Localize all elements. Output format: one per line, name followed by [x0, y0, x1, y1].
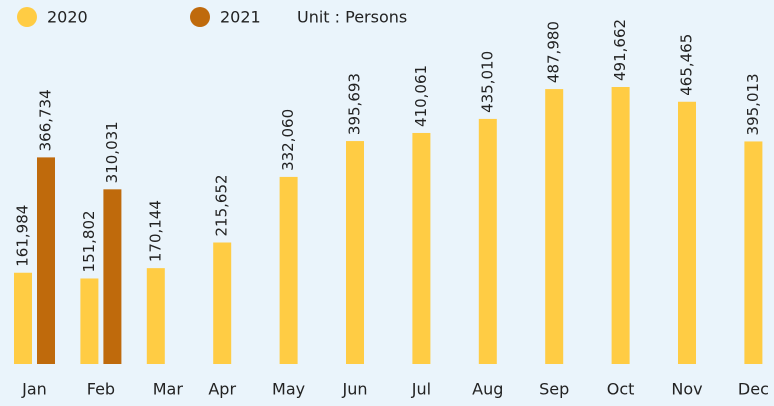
- x-tick-label: Feb: [87, 380, 115, 399]
- bar: [545, 89, 564, 364]
- data-label: 435,010: [478, 51, 496, 113]
- bar: [14, 272, 32, 364]
- x-tick-label: Sep: [539, 380, 569, 399]
- bar: [213, 242, 232, 364]
- legend-swatch: [190, 7, 210, 27]
- bar: [744, 141, 763, 364]
- bar: [611, 87, 630, 364]
- data-label: 395,693: [346, 73, 364, 135]
- x-tick-label: Mar: [153, 380, 184, 399]
- data-label: 332,060: [279, 109, 297, 171]
- data-label: 310,031: [103, 121, 121, 183]
- unit-label: Unit : Persons: [297, 8, 407, 27]
- legend-label: 2020: [47, 8, 88, 27]
- bar: [412, 132, 431, 364]
- bar: [146, 268, 165, 364]
- x-tick-label: Apr: [208, 380, 236, 399]
- data-label: 410,061: [412, 65, 430, 127]
- bar: [478, 118, 497, 364]
- x-tick-label: Aug: [472, 380, 503, 399]
- legend-swatch: [17, 7, 37, 27]
- x-tick-label: Jun: [342, 380, 368, 399]
- x-tick-label: Jul: [411, 380, 431, 399]
- data-label: 215,652: [213, 174, 231, 236]
- bar: [80, 278, 99, 364]
- legend-label: 2021: [220, 8, 261, 27]
- x-tick-label: May: [272, 380, 305, 399]
- bar: [37, 157, 55, 364]
- data-label: 491,662: [611, 19, 629, 81]
- x-tick-label: Oct: [607, 380, 635, 399]
- bar: [279, 176, 298, 364]
- data-label: 465,465: [678, 34, 696, 96]
- data-label: 366,734: [37, 89, 55, 151]
- x-tick-label: Jan: [21, 380, 47, 399]
- bar: [678, 101, 696, 364]
- bar: [346, 141, 364, 364]
- data-label: 161,984: [14, 205, 32, 267]
- data-label: 395,013: [744, 73, 762, 135]
- x-tick-label: Dec: [738, 380, 769, 399]
- x-tick-label: Nov: [671, 380, 702, 399]
- data-label: 487,980: [545, 21, 563, 83]
- bar: [103, 189, 122, 364]
- data-label: 151,802: [80, 210, 98, 272]
- data-label: 170,144: [146, 200, 164, 262]
